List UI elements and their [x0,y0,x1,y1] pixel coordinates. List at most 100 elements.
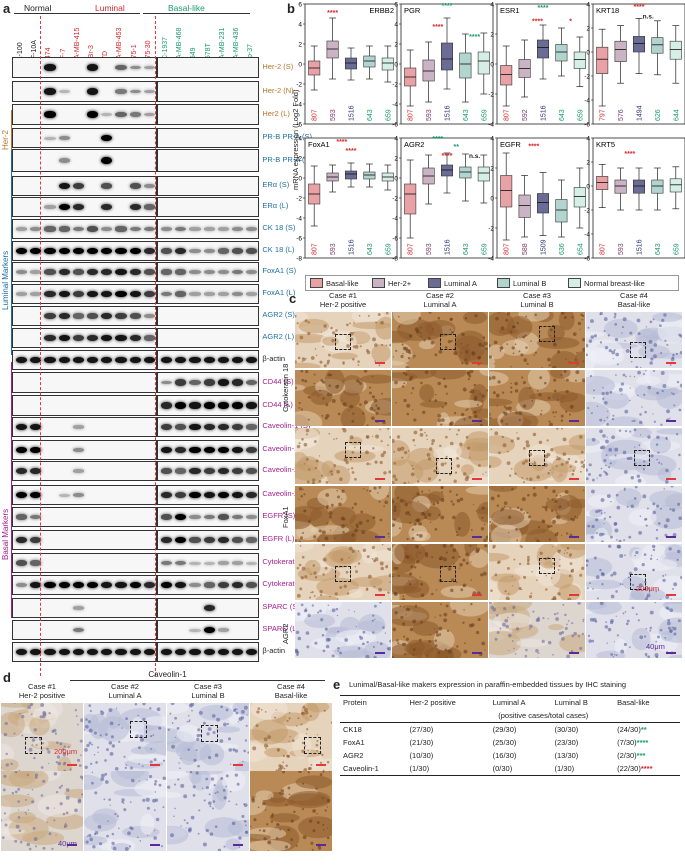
protein-band [87,226,99,232]
tissue-region [392,459,424,484]
cell-nucleus [645,370,647,372]
cell-nucleus [297,612,301,616]
cell-nucleus [449,428,451,431]
cell-nucleus [536,539,540,542]
case-subtype: Luminal A [108,691,142,700]
cell-nucleus [318,529,322,533]
cell-nucleus [437,414,442,418]
protein-band [232,423,244,431]
y-tick-label: -2 [392,82,398,89]
sample-count: 643 [367,109,374,121]
tissue-texture [392,428,488,484]
cell-nucleus [244,824,247,827]
zoom-region [630,342,646,358]
cell-nucleus [400,354,404,359]
blot-strip [157,417,260,437]
protein-band [203,379,215,386]
tissue-region [8,811,37,824]
cell-nucleus [34,773,39,777]
cell-nucleus [567,597,572,600]
tissue-region [1,758,19,771]
cell-nucleus [622,612,625,615]
cell-nucleus [563,316,567,319]
cell-nucleus [307,520,311,523]
cell-nucleus [334,592,338,596]
cell-nucleus [614,447,619,452]
cell-nucleus [582,618,585,621]
protein-band [58,247,70,255]
cell-nucleus [15,824,20,829]
case-count: (27/30) [409,725,434,734]
cell-nucleus [3,812,7,815]
cell-nucleus [554,415,556,418]
cell-nucleus [154,791,157,793]
case-count: (2/30) [617,751,637,760]
cell-nucleus [27,809,30,811]
cell-nucleus [655,590,657,593]
cell-nucleus [647,655,651,658]
cell-nucleus [587,326,590,329]
protein-band [175,291,187,297]
cell-nucleus [288,793,291,796]
cell-nucleus [541,366,543,368]
cell-nucleus [481,394,485,398]
cell-nucleus [118,827,120,830]
scale-bar [233,844,243,846]
cell-nucleus [169,712,172,715]
cell-nucleus [502,487,504,489]
cell-nucleus [633,567,638,572]
y-tick-label: -2 [584,208,590,215]
panel-letter-d: d [3,670,11,685]
cell-nucleus [638,583,643,587]
panel-letter-b: b [287,1,295,16]
cell-nucleus [170,833,174,838]
cell-nucleus [507,450,509,453]
cell-nucleus [465,409,467,412]
cell-nucleus [481,344,485,348]
marker-row-label: Cytokeratin 5 (L) [262,579,318,588]
ihc-tile [586,370,682,426]
protein-band [44,312,56,320]
cell-nucleus [510,390,513,394]
cell-nucleus [275,709,277,711]
cell-nucleus [425,434,428,437]
cell-nucleus [497,380,501,384]
cell-nucleus [514,653,517,655]
cell-nucleus [539,413,543,416]
case-subtype: Basal-like [274,691,308,700]
cell-nucleus [237,721,239,723]
cell-nucleus [434,644,438,647]
cell-nucleus [332,331,336,335]
y-tick-label: -6 [584,256,590,263]
protein-band [161,423,173,431]
cell-nucleus [600,509,603,512]
cell-nucleus [611,435,615,440]
cell-nucleus [638,444,641,447]
cell-nucleus [41,742,45,745]
cell-nucleus [393,566,397,570]
marker-row-label: Her-2 (N) [262,85,294,95]
table-cell: (16/30) [490,749,552,762]
cell-nucleus [500,326,505,331]
cell-nucleus [121,798,125,802]
tissue-region [536,337,580,349]
cell-nucleus [88,741,92,745]
cell-nucleus [526,511,529,514]
y-tick-label: 0 [298,176,302,183]
sample-count: 807 [504,109,511,121]
zoom-region [539,326,555,342]
cell-nucleus [408,582,412,586]
cell-nucleus [618,387,623,392]
tissue-texture [167,703,249,771]
significance-mark: ** [453,144,459,151]
tissue-region [614,638,627,654]
cell-nucleus [427,336,431,340]
box [573,187,586,208]
cell-nucleus [301,782,305,785]
cell-nucleus [403,606,405,608]
cell-nucleus [481,506,485,510]
significance-mark: **** [336,139,347,146]
cell-nucleus [545,588,548,591]
cell-nucleus [369,406,374,411]
cell-nucleus [40,794,44,797]
